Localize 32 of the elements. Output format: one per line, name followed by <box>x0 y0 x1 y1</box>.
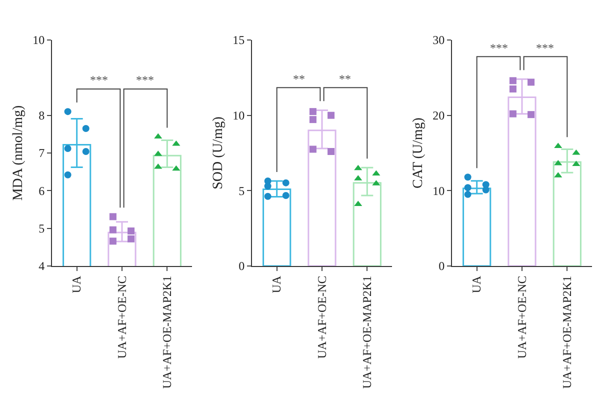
y-axis-title: CAT (U/mg) <box>411 117 426 188</box>
y-tick-label: 0 <box>238 259 245 274</box>
x-tick-label: UA+AF+OE-MAP2K1 <box>560 276 574 389</box>
y-tick-label: 30 <box>432 33 445 48</box>
y-axis-title: SOD (U/mg) <box>211 116 226 190</box>
x-tick-label: UA+AF+OE-NC <box>114 276 129 359</box>
y-tick-label: 7 <box>38 146 45 160</box>
x-tick-label: UA+AF+OE-NC <box>514 276 529 359</box>
y-tick-label: 8 <box>38 108 45 123</box>
y-tick-label: 5 <box>38 222 45 236</box>
annotation: *** <box>490 41 508 55</box>
x-tick-label: UA <box>270 275 284 294</box>
y-tick-label: 10 <box>32 33 45 48</box>
annotation: *** <box>90 73 108 87</box>
y-tick-label: 15 <box>232 33 245 48</box>
x-tick-label: UA <box>70 275 84 294</box>
y-tick-label: 6 <box>38 184 45 198</box>
y-tick-label: 10 <box>232 108 245 123</box>
x-tick-label: UA <box>470 275 484 294</box>
x-tick-label: UA+AF+OE-NC <box>314 276 329 359</box>
y-axis-title: MDA (nmol/mg) <box>11 105 26 201</box>
y-tick-label: 4 <box>38 259 45 274</box>
annotation: *** <box>536 41 554 55</box>
y-tick-label: 5 <box>238 184 245 198</box>
y-tick-label: 0 <box>438 259 445 274</box>
annotation: *** <box>136 73 154 87</box>
annotation: ** <box>293 72 305 86</box>
y-tick-label: 20 <box>432 108 445 123</box>
annotation: ** <box>339 72 351 86</box>
x-tick-label: UA+AF+OE-MAP2K1 <box>360 276 374 389</box>
y-tick-label: 10 <box>432 184 445 198</box>
x-tick-label: UA+AF+OE-MAP2K1 <box>160 276 174 389</box>
